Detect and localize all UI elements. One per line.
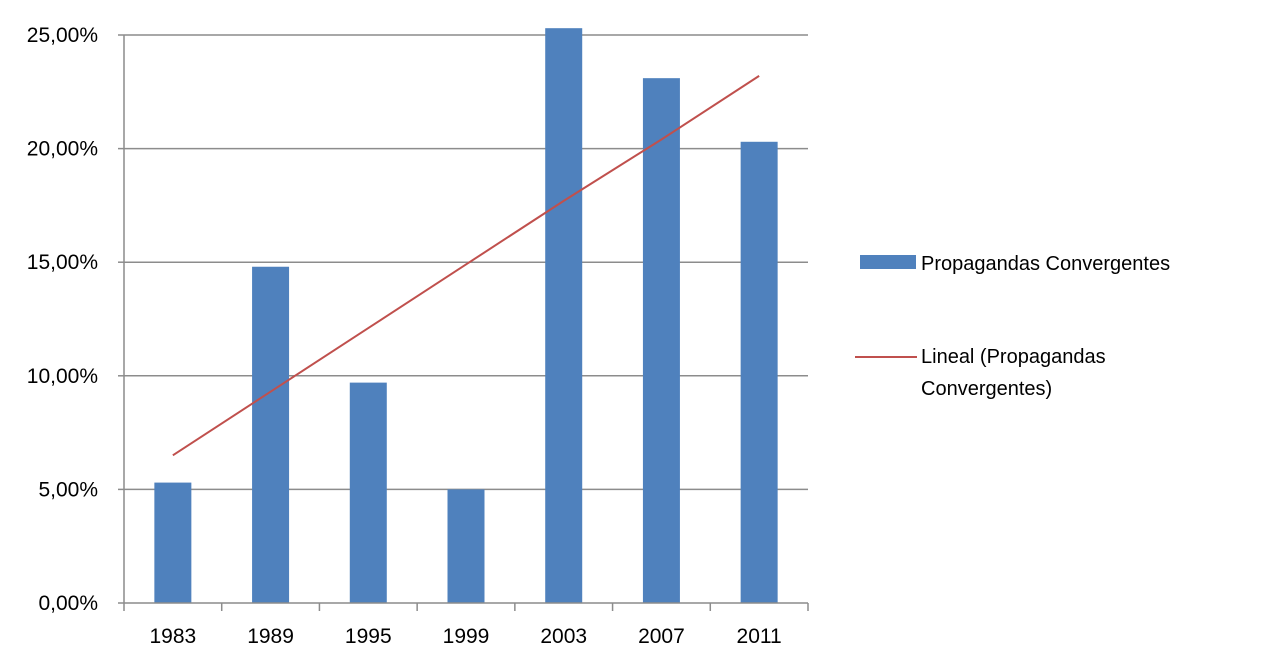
x-tick-label: 2003 xyxy=(540,625,587,648)
bar-2011 xyxy=(740,141,778,603)
trendline-layer xyxy=(172,75,760,457)
x-tick-label: 1983 xyxy=(149,625,196,648)
x-tick-label: 1999 xyxy=(443,625,490,648)
legend: Propagandas Convergentes Lineal (Propaga… xyxy=(855,253,1170,400)
bar-1999 xyxy=(447,489,485,603)
y-tick-label: 10,00% xyxy=(27,365,98,388)
bars xyxy=(154,28,778,604)
x-tick-label: 1995 xyxy=(345,625,392,648)
x-tick-label: 1989 xyxy=(247,625,294,648)
bar-2003 xyxy=(545,28,583,603)
y-tick-label: 20,00% xyxy=(27,138,98,161)
bar-2007 xyxy=(642,78,680,604)
legend-line-label-1: Lineal (Propagandas xyxy=(921,346,1106,368)
legend-bar-swatch xyxy=(860,255,916,269)
grid-lines xyxy=(124,34,808,491)
y-tick-label: 15,00% xyxy=(27,251,98,274)
y-tick-label: 5,00% xyxy=(38,478,98,501)
legend-line-label-2: Convergentes) xyxy=(921,378,1052,400)
x-tick-label: 2011 xyxy=(737,625,782,648)
trendline xyxy=(172,75,760,457)
y-tick-label: 25,00% xyxy=(27,24,98,47)
y-tick-label: 0,00% xyxy=(38,592,98,615)
bar-1983 xyxy=(154,482,192,603)
legend-bar-label: Propagandas Convergentes xyxy=(921,253,1170,275)
x-tick-label: 2007 xyxy=(638,625,685,648)
axes: 0,00% 5,00% 10,00% 15,00% 20,00% 25,00% 1983 19… xyxy=(27,24,809,648)
bar-1995 xyxy=(349,382,387,603)
bar-1989 xyxy=(252,266,290,603)
